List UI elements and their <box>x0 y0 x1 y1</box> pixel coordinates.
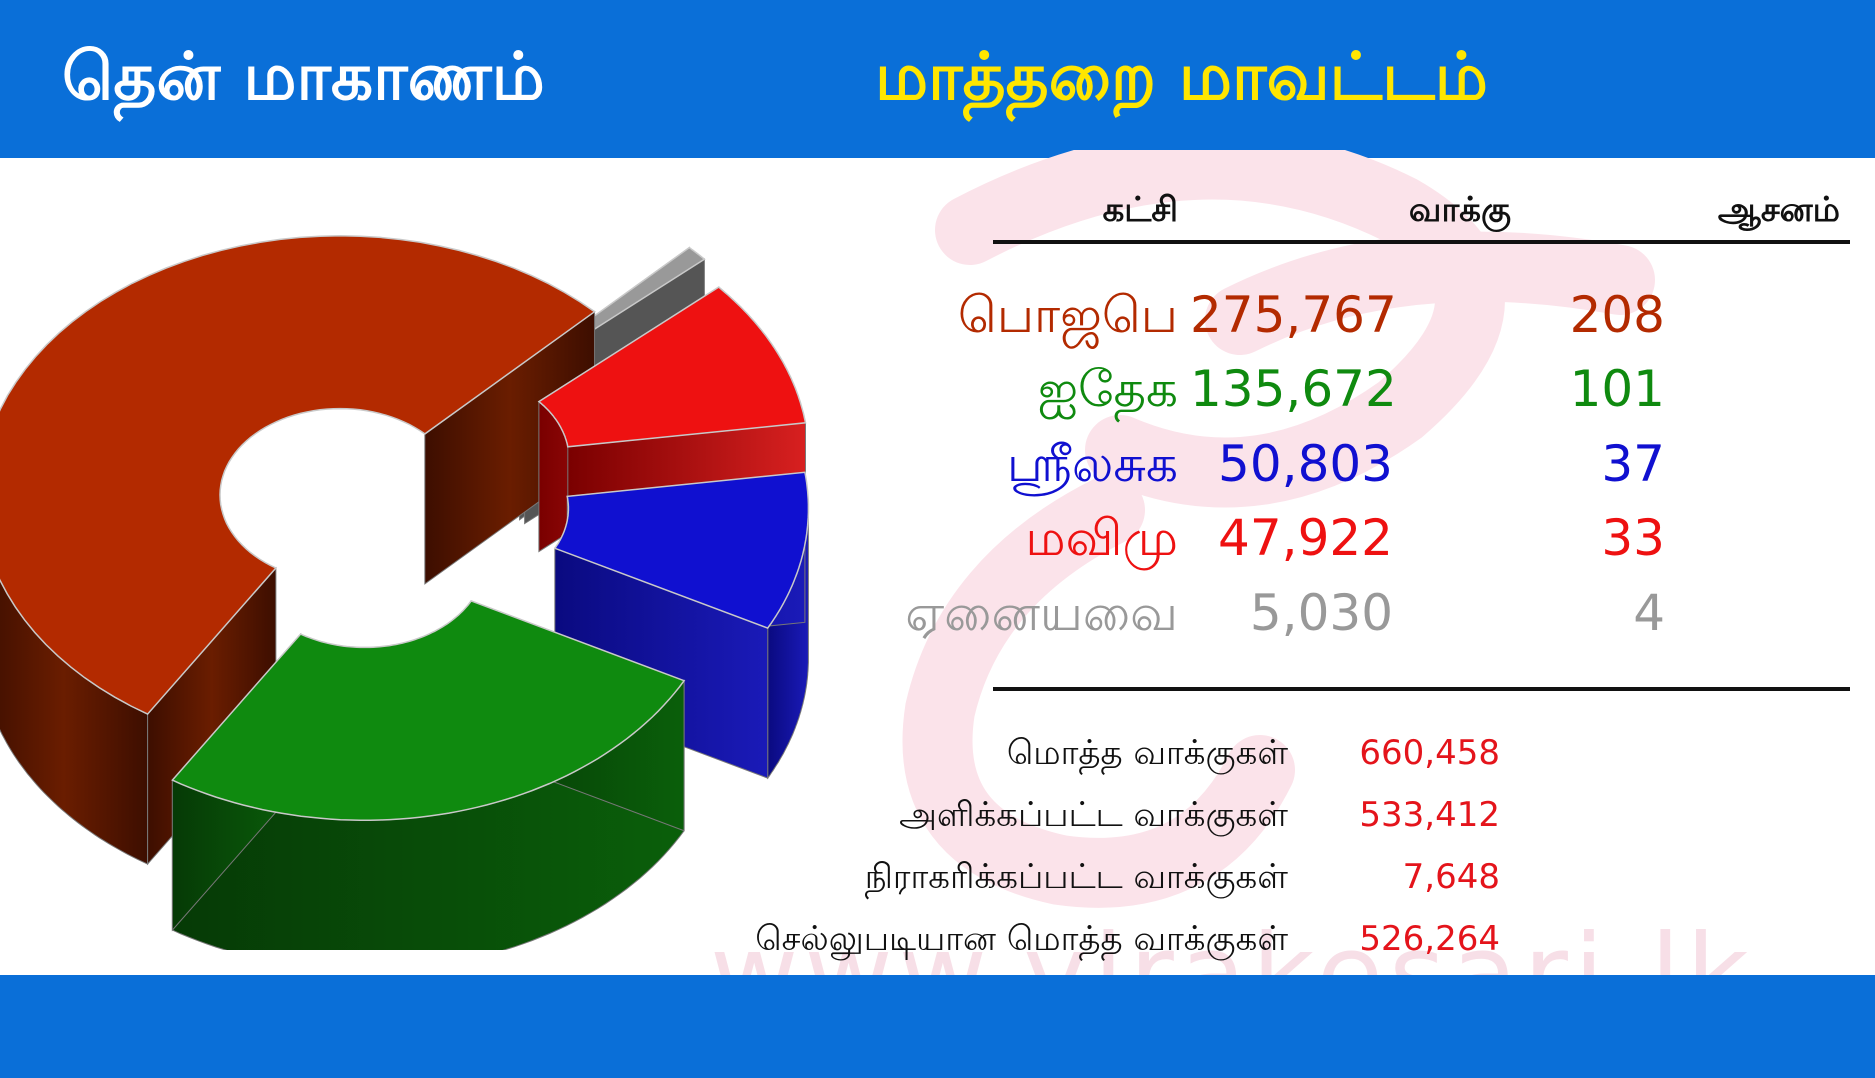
party-seats: 101 <box>1569 360 1665 418</box>
summary-label: செல்லுபடியான மொத்த வாக்குகள் <box>755 919 1288 959</box>
summary-row: அளிக்கப்பட்ட வாக்குகள் 533,412 <box>560 787 1560 843</box>
header-divider <box>993 240 1850 244</box>
party-votes: 275,767 <box>1190 286 1397 344</box>
slice-0 <box>0 235 596 716</box>
summary-value: 526,264 <box>1359 919 1500 959</box>
table-row: ஐதேக 135,672 101 <box>860 352 1820 426</box>
column-header-party: கட்சி <box>1102 190 1178 230</box>
table-row: மவிமு 47,922 33 <box>860 501 1820 575</box>
summary-value: 660,458 <box>1359 733 1500 773</box>
summary-row: செல்லுபடியான மொத்த வாக்குகள் 526,264 <box>560 911 1560 967</box>
party-seats: 33 <box>1601 509 1665 567</box>
table-row: ஸ்ரீலசுக 50,803 37 <box>860 427 1820 501</box>
party-votes: 50,803 <box>1218 435 1393 493</box>
district-title: மாத்தறை மாவட்டம் <box>875 38 1488 115</box>
slice-3 <box>537 286 807 448</box>
party-name: ஏனையவை <box>905 584 1178 642</box>
slice-2 <box>553 471 810 630</box>
party-name: ஐதேக <box>1037 360 1178 418</box>
summary-row: நிராகரிக்கப்பட்ட வாக்குகள் 7,648 <box>560 849 1560 905</box>
party-votes: 47,922 <box>1218 509 1393 567</box>
summary-row: மொத்த வாக்குகள் 660,458 <box>560 725 1560 781</box>
donut-chart <box>0 235 810 950</box>
watermark-graphic <box>902 150 1655 908</box>
summary-divider <box>993 687 1850 691</box>
summary-value: 7,648 <box>1402 857 1500 897</box>
summary-label: அளிக்கப்பட்ட வாக்குகள் <box>899 795 1288 835</box>
party-seats: 37 <box>1601 435 1665 493</box>
header-band <box>0 0 1875 158</box>
column-header-votes: வாக்கு <box>1408 190 1511 230</box>
footer-band <box>0 975 1875 1078</box>
party-votes: 5,030 <box>1249 584 1393 642</box>
party-seats: 208 <box>1569 286 1665 344</box>
party-votes: 135,672 <box>1190 360 1397 418</box>
party-name: மவிமு <box>1025 509 1178 567</box>
slice-1 <box>171 600 686 821</box>
summary-value: 533,412 <box>1359 795 1500 835</box>
column-header-seats: ஆசனம் <box>1717 190 1840 230</box>
table-row: ஏனையவை 5,030 4 <box>860 576 1820 650</box>
summary-label: நிராகரிக்கப்பட்ட வாக்குகள் <box>864 857 1288 897</box>
province-title: தென் மாகாணம் <box>62 38 545 115</box>
party-name: பொஜபெ <box>957 286 1178 344</box>
party-name: ஸ்ரீலசுக <box>1006 435 1178 493</box>
party-seats: 4 <box>1633 584 1665 642</box>
summary-label: மொத்த வாக்குகள் <box>1006 733 1288 773</box>
table-row: பொஜபெ 275,767 208 <box>860 278 1820 352</box>
